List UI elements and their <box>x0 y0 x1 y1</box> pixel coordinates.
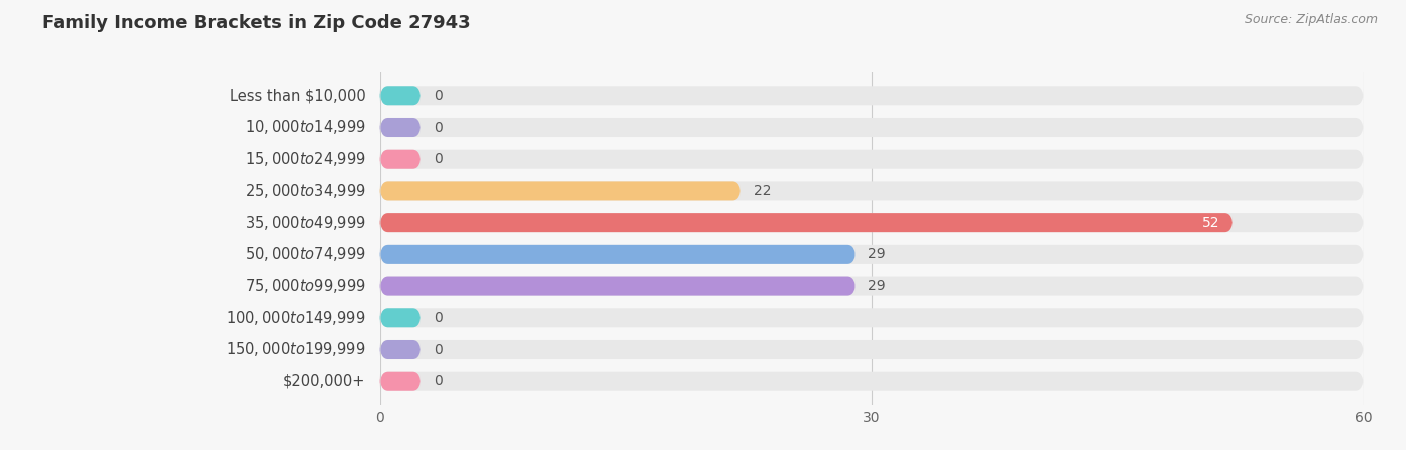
Text: 0: 0 <box>433 152 443 166</box>
FancyBboxPatch shape <box>380 277 1364 296</box>
Text: 0: 0 <box>433 342 443 356</box>
FancyBboxPatch shape <box>380 213 1364 232</box>
Text: $15,000 to $24,999: $15,000 to $24,999 <box>245 150 366 168</box>
Text: 0: 0 <box>433 89 443 103</box>
FancyBboxPatch shape <box>380 181 741 200</box>
Text: Less than $10,000: Less than $10,000 <box>229 88 366 104</box>
Text: 0: 0 <box>433 374 443 388</box>
Text: 52: 52 <box>1202 216 1219 230</box>
Text: $200,000+: $200,000+ <box>283 374 366 389</box>
Text: $10,000 to $14,999: $10,000 to $14,999 <box>245 118 366 136</box>
Text: Family Income Brackets in Zip Code 27943: Family Income Brackets in Zip Code 27943 <box>42 14 471 32</box>
Text: $25,000 to $34,999: $25,000 to $34,999 <box>245 182 366 200</box>
FancyBboxPatch shape <box>380 308 1364 327</box>
Text: Source: ZipAtlas.com: Source: ZipAtlas.com <box>1244 14 1378 27</box>
FancyBboxPatch shape <box>380 372 1364 391</box>
FancyBboxPatch shape <box>380 150 420 169</box>
Text: $35,000 to $49,999: $35,000 to $49,999 <box>245 214 366 232</box>
FancyBboxPatch shape <box>380 245 1364 264</box>
FancyBboxPatch shape <box>380 340 1364 359</box>
Text: 0: 0 <box>433 121 443 135</box>
FancyBboxPatch shape <box>380 86 1364 105</box>
Text: 29: 29 <box>869 248 886 261</box>
Text: 29: 29 <box>869 279 886 293</box>
FancyBboxPatch shape <box>380 118 1364 137</box>
FancyBboxPatch shape <box>380 181 1364 200</box>
Text: 22: 22 <box>754 184 770 198</box>
Text: $75,000 to $99,999: $75,000 to $99,999 <box>245 277 366 295</box>
Text: $150,000 to $199,999: $150,000 to $199,999 <box>226 341 366 359</box>
FancyBboxPatch shape <box>380 245 855 264</box>
FancyBboxPatch shape <box>380 372 420 391</box>
Text: 0: 0 <box>433 311 443 325</box>
FancyBboxPatch shape <box>380 150 1364 169</box>
FancyBboxPatch shape <box>380 118 420 137</box>
FancyBboxPatch shape <box>380 308 420 327</box>
FancyBboxPatch shape <box>380 213 1233 232</box>
FancyBboxPatch shape <box>380 340 420 359</box>
Text: $100,000 to $149,999: $100,000 to $149,999 <box>226 309 366 327</box>
Text: $50,000 to $74,999: $50,000 to $74,999 <box>245 245 366 263</box>
FancyBboxPatch shape <box>380 86 420 105</box>
FancyBboxPatch shape <box>380 277 855 296</box>
